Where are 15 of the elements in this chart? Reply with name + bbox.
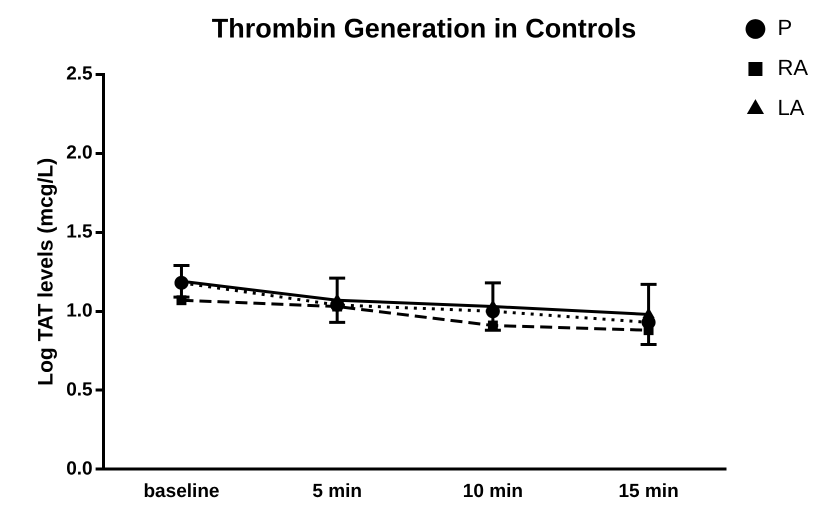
x-tick-label: 10 min: [462, 480, 523, 502]
x-tick-label: 15 min: [618, 480, 679, 502]
y-axis-title: Log TAT levels (mcg/L): [34, 158, 58, 386]
y-tick-label: 1.0: [66, 300, 93, 322]
chart-title: Thrombin Generation in Controls: [212, 14, 636, 44]
legend-label: P: [777, 15, 792, 40]
y-tick-label: 0.5: [66, 379, 94, 400]
legend-label: LA: [777, 95, 805, 120]
y-tick-label: 0.0: [66, 458, 93, 480]
y-tick-label: 2.5: [66, 64, 94, 85]
x-tick-label: baseline: [143, 480, 220, 502]
legend-label: RA: [777, 55, 808, 80]
x-tick-label: 5 min: [312, 480, 362, 502]
y-tick-label: 1.5: [66, 222, 94, 243]
y-tick-label: 2.0: [66, 142, 93, 164]
